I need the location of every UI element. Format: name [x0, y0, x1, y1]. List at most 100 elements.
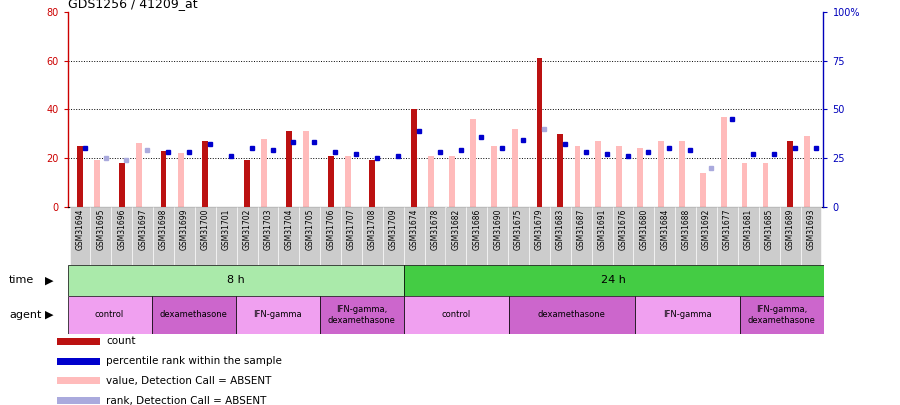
Text: GSM31708: GSM31708: [368, 208, 377, 250]
Text: GSM31702: GSM31702: [243, 208, 252, 250]
Bar: [300, 207, 320, 265]
Text: percentile rank within the sample: percentile rank within the sample: [106, 356, 282, 366]
Bar: [571, 207, 591, 265]
Bar: [470, 119, 476, 207]
Bar: [446, 207, 466, 265]
Bar: [202, 141, 208, 207]
Bar: [286, 131, 292, 207]
Bar: [491, 146, 497, 207]
Text: GSM31676: GSM31676: [618, 208, 627, 250]
Bar: [425, 207, 446, 265]
Bar: [403, 296, 508, 334]
Text: IFN-gamma: IFN-gamma: [253, 310, 302, 320]
Text: rank, Detection Call = ABSENT: rank, Detection Call = ABSENT: [106, 396, 266, 405]
Bar: [675, 207, 696, 265]
Text: GSM31696: GSM31696: [117, 208, 126, 250]
Text: GSM31684: GSM31684: [661, 208, 670, 250]
Bar: [216, 207, 237, 265]
Bar: [616, 146, 622, 207]
Text: IFN-gamma: IFN-gamma: [662, 310, 711, 320]
Text: GSM31683: GSM31683: [556, 208, 565, 250]
Bar: [244, 160, 250, 207]
Text: GSM31674: GSM31674: [410, 208, 418, 250]
Text: GSM31689: GSM31689: [786, 208, 795, 250]
Text: GSM31682: GSM31682: [452, 208, 461, 249]
Bar: [119, 163, 125, 207]
Text: GSM31681: GSM31681: [743, 208, 752, 249]
Bar: [261, 139, 267, 207]
Bar: [320, 207, 341, 265]
Bar: [370, 160, 375, 207]
Text: agent: agent: [9, 310, 41, 320]
Bar: [178, 153, 184, 207]
Bar: [328, 156, 334, 207]
Bar: [112, 207, 132, 265]
Bar: [58, 397, 100, 404]
Bar: [69, 207, 91, 265]
Bar: [236, 296, 320, 334]
Bar: [136, 143, 142, 207]
Bar: [721, 117, 726, 207]
Bar: [740, 296, 824, 334]
Bar: [487, 207, 508, 265]
Bar: [58, 358, 100, 364]
Text: value, Detection Call = ABSENT: value, Detection Call = ABSENT: [106, 376, 272, 386]
Text: GSM31678: GSM31678: [430, 208, 439, 250]
Text: 24 h: 24 h: [601, 275, 626, 286]
Bar: [237, 207, 257, 265]
Text: 8 h: 8 h: [227, 275, 245, 286]
Bar: [303, 131, 309, 207]
Bar: [574, 146, 580, 207]
Bar: [58, 338, 100, 345]
Bar: [613, 207, 634, 265]
Text: GSM31706: GSM31706: [326, 208, 335, 250]
Bar: [320, 296, 403, 334]
Text: GSM31698: GSM31698: [159, 208, 168, 250]
Bar: [91, 207, 112, 265]
Bar: [362, 207, 382, 265]
Text: GSM31707: GSM31707: [347, 208, 356, 250]
Bar: [77, 146, 83, 207]
Bar: [508, 207, 529, 265]
Bar: [658, 141, 664, 207]
Bar: [174, 207, 195, 265]
Bar: [654, 207, 675, 265]
Bar: [779, 207, 800, 265]
Text: GSM31685: GSM31685: [765, 208, 774, 250]
Bar: [788, 141, 793, 207]
Bar: [679, 141, 685, 207]
Bar: [550, 207, 571, 265]
Bar: [805, 136, 810, 207]
Bar: [800, 207, 822, 265]
Text: GSM31704: GSM31704: [284, 208, 293, 250]
Bar: [160, 151, 166, 207]
Bar: [345, 156, 351, 207]
Bar: [634, 207, 654, 265]
Text: GSM31697: GSM31697: [139, 208, 148, 250]
Text: dexamethasone: dexamethasone: [537, 310, 606, 320]
Text: GSM31675: GSM31675: [514, 208, 523, 250]
Text: time: time: [9, 275, 34, 286]
Text: GSM31688: GSM31688: [681, 208, 690, 249]
Bar: [637, 148, 643, 207]
Text: GDS1256 / 41209_at: GDS1256 / 41209_at: [68, 0, 197, 10]
Bar: [696, 207, 717, 265]
Bar: [742, 163, 748, 207]
Text: GSM31677: GSM31677: [723, 208, 732, 250]
Text: GSM31679: GSM31679: [535, 208, 544, 250]
Text: GSM31692: GSM31692: [702, 208, 711, 250]
Text: GSM31695: GSM31695: [96, 208, 105, 250]
Bar: [536, 58, 543, 207]
Text: GSM31700: GSM31700: [201, 208, 210, 250]
Text: IFN-gamma,
dexamethasone: IFN-gamma, dexamethasone: [328, 305, 395, 324]
Bar: [68, 296, 151, 334]
Text: GSM31699: GSM31699: [180, 208, 189, 250]
Bar: [449, 156, 455, 207]
Bar: [529, 207, 550, 265]
Text: GSM31686: GSM31686: [472, 208, 482, 250]
Text: GSM31690: GSM31690: [493, 208, 502, 250]
Bar: [403, 265, 824, 296]
Bar: [717, 207, 738, 265]
Bar: [759, 207, 779, 265]
Text: GSM31709: GSM31709: [389, 208, 398, 250]
